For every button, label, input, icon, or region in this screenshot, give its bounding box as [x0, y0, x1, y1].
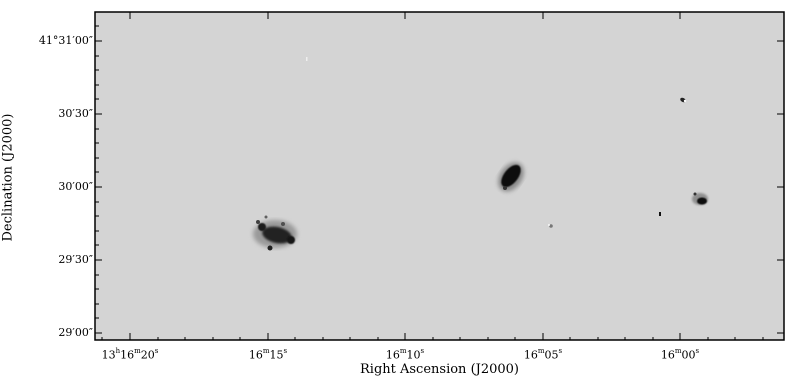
- plot-frame: [94, 11, 785, 341]
- galaxy-center: [498, 162, 524, 192]
- y-tick-label-0: 41°31′00″: [38, 34, 93, 47]
- y-tick-label-2: 30′00″: [58, 180, 93, 193]
- galaxy-right: [692, 192, 708, 205]
- x-tick-label-4: 16m00s: [660, 347, 700, 362]
- y-tick-label-1: 30′30″: [58, 107, 93, 120]
- image-background: [95, 12, 784, 340]
- y-tick-label-3: 29′30″: [58, 253, 93, 266]
- y-axis-title: Declination (J2000): [0, 113, 16, 242]
- x-tick-label-1: 16m15s: [248, 347, 288, 362]
- y-ticks: [95, 25, 784, 334]
- point-artifacts: [306, 57, 687, 228]
- x-ticks: [101, 12, 764, 340]
- x-tick-label-3: 16m05s: [523, 347, 563, 362]
- x-axis-title: Right Ascension (J2000): [360, 362, 520, 377]
- galaxy-left: [253, 215, 297, 251]
- x-tick-label-2: 16m10s: [385, 347, 425, 362]
- y-tick-label-4: 29′00″: [58, 326, 93, 339]
- x-tick-label-0: 13h16m20s: [101, 347, 159, 362]
